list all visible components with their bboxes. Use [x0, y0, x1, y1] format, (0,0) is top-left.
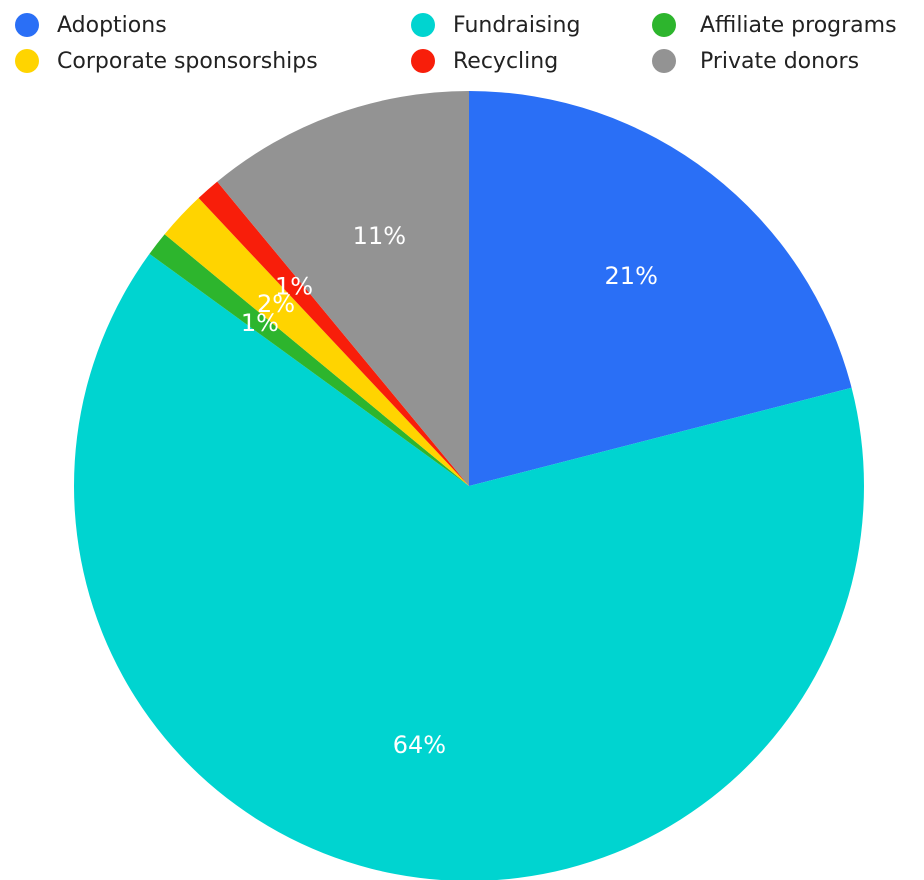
pie-slice — [73, 253, 864, 880]
pie-slice — [198, 181, 470, 486]
slice-label: 64% — [393, 731, 446, 759]
legend-label: Fundraising — [453, 13, 580, 38]
pie-slice — [164, 198, 469, 487]
slice-label: 1% — [275, 272, 313, 300]
pie-slice — [217, 91, 469, 486]
legend-label: Affiliate programs — [700, 13, 897, 38]
pie-slice — [149, 234, 469, 486]
slice-label: 11% — [353, 222, 406, 250]
legend-label: Corporate sponsorships — [57, 49, 318, 74]
legend-marker — [411, 13, 435, 37]
slice-label: 1% — [241, 309, 279, 337]
slice-label: 2% — [257, 290, 295, 318]
legend-marker — [15, 49, 39, 73]
legend-label: Private donors — [700, 49, 859, 74]
legend-marker — [411, 49, 435, 73]
legend-marker — [652, 13, 676, 37]
legend-marker — [652, 49, 676, 73]
slice-label: 21% — [605, 262, 658, 290]
legend-marker — [15, 13, 39, 37]
pie-slice — [469, 91, 852, 486]
legend-label: Adoptions — [57, 13, 167, 38]
legend-label: Recycling — [453, 49, 558, 74]
